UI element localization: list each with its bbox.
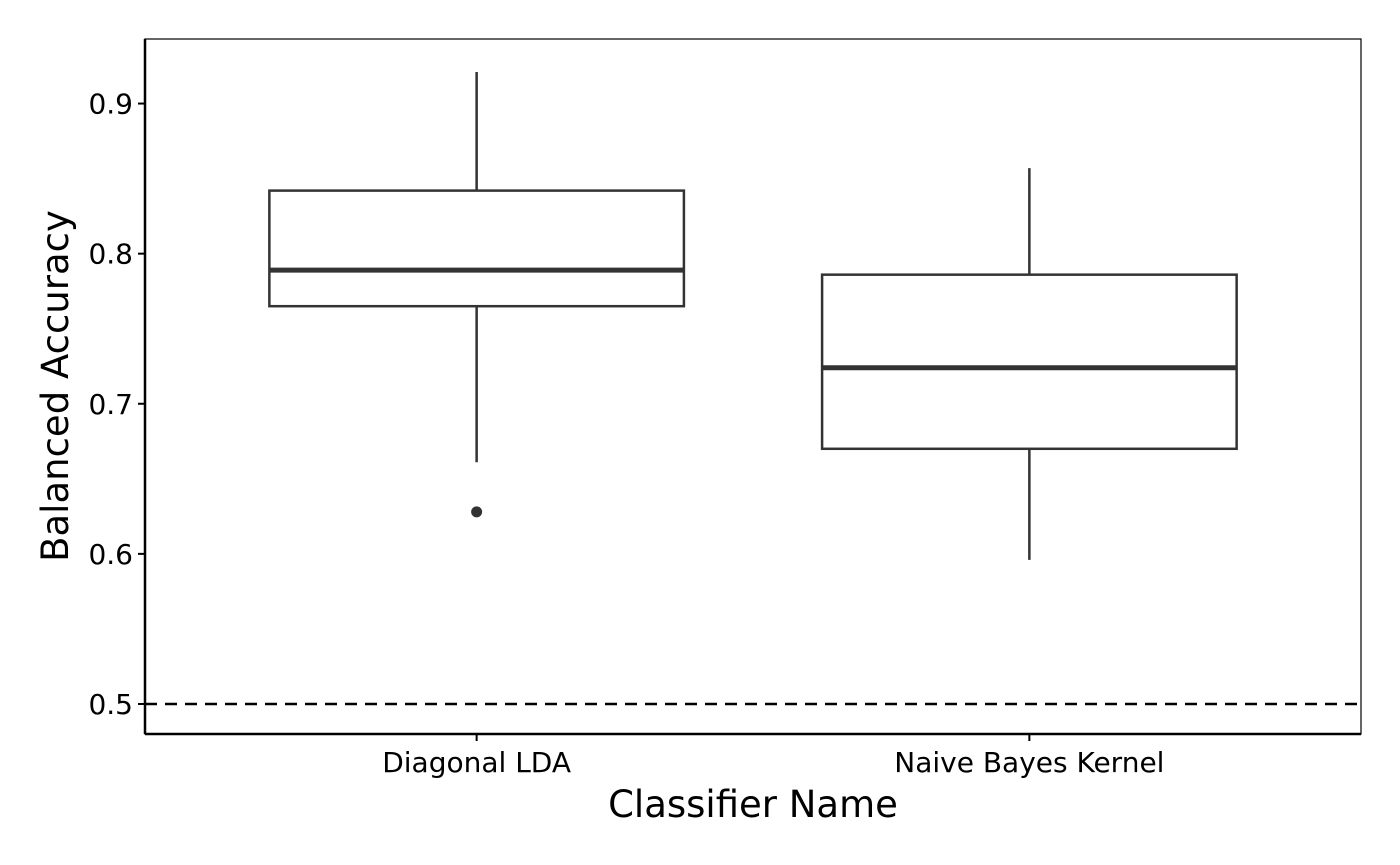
y-tick-label: 0.7 (88, 388, 133, 421)
x-axis-title: Classifier Name (608, 783, 898, 826)
y-tick-label: 0.6 (88, 538, 133, 571)
x-tick-label: Diagonal LDA (382, 746, 571, 779)
box-naive-bayes-kernel (820, 273, 1238, 451)
plot-layer (145, 72, 1361, 706)
box-diagonal-lda (268, 189, 686, 308)
axis-layer: 0.5 0.6 0.7 0.8 0.9 Diagonal LDA Naive Bayes K… (88, 88, 1164, 779)
y-tick-label: 0.9 (88, 88, 133, 121)
y-axis-title: Balanced Accuracy (34, 210, 77, 562)
y-tick-label: 0.8 (88, 238, 133, 271)
x-tick-label: Naive Bayes Kernel (894, 746, 1164, 779)
y-tick-label: 0.5 (88, 688, 133, 721)
outlier-point-diagonal-lda-1 (471, 506, 483, 518)
